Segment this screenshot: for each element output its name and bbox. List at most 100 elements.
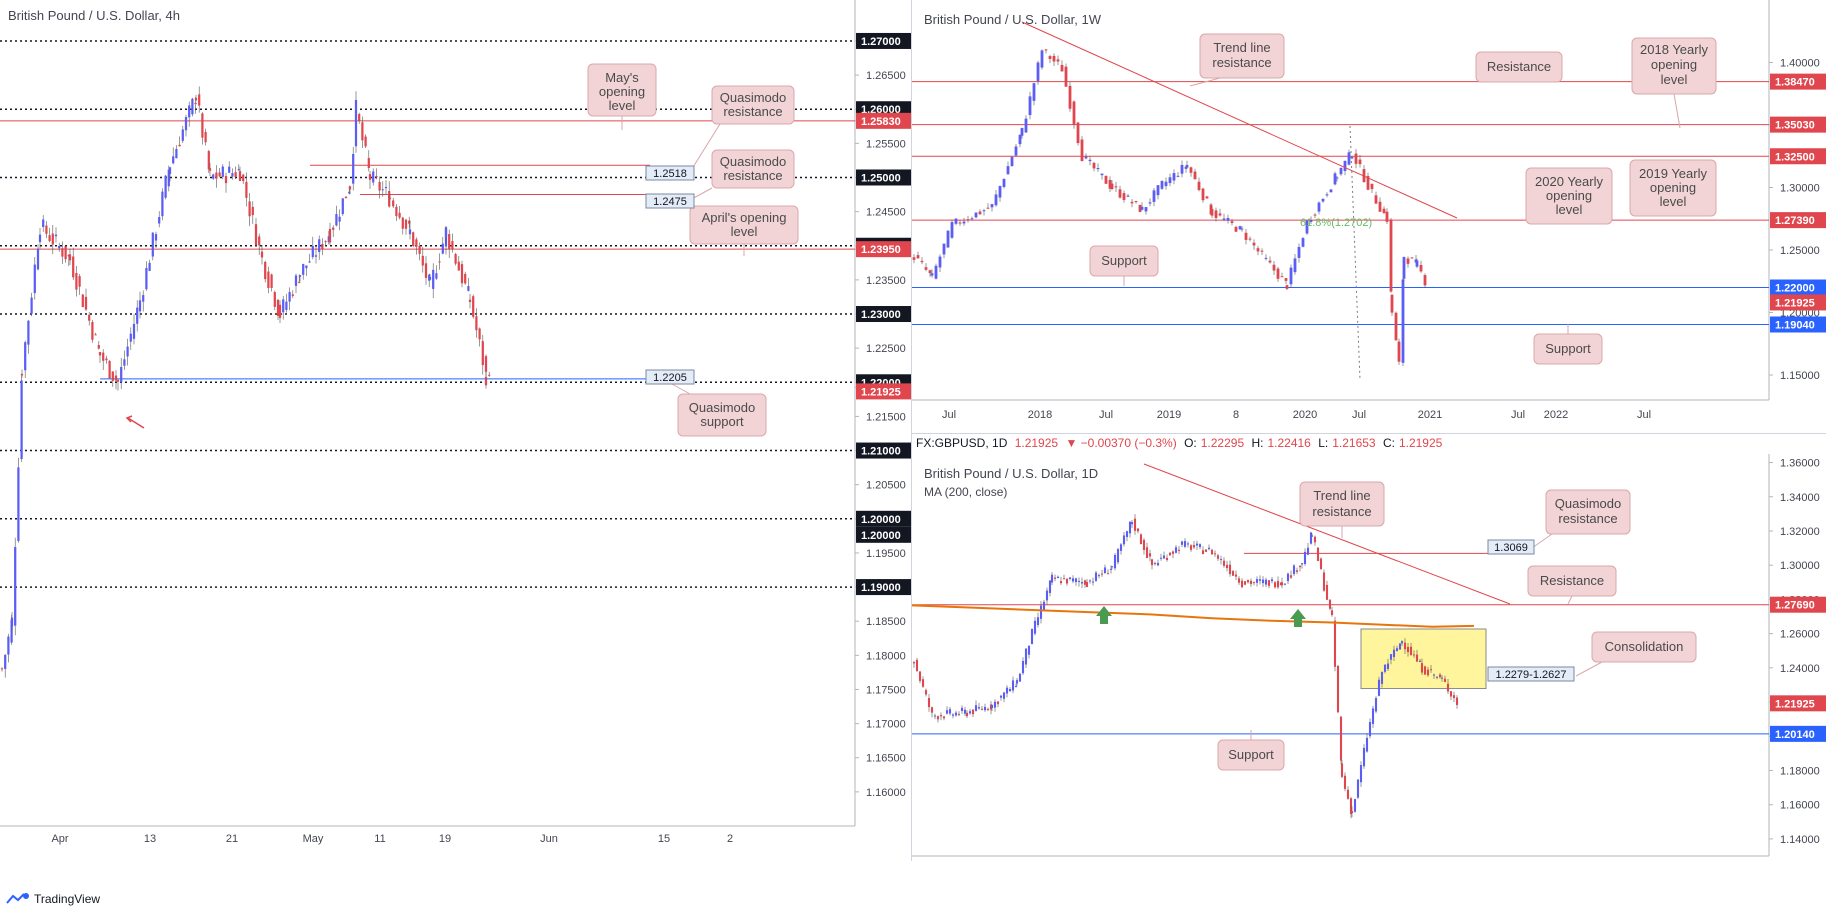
candle-body [982,210,986,212]
candle-body [181,129,184,141]
level-tag-1.2205: 1.2205 [645,369,695,385]
candle-body [1432,674,1436,676]
time-tick-label: 2 [727,833,733,845]
candle-body [1443,678,1447,682]
candle-body [404,219,408,229]
footer-brand[interactable]: TradingView [6,892,100,906]
candle-body [1145,547,1149,559]
candle-body [1256,248,1260,252]
candle-body [1088,159,1092,162]
svg-text:level: level [731,224,758,239]
svg-text:1.19040: 1.19040 [1775,320,1815,332]
candle-body [1418,660,1422,662]
candle-body [1024,648,1028,665]
candle-body [1268,260,1272,263]
chart-panel-1d[interactable]: 1.360001.340001.320001.300001.280001.260… [911,454,1826,877]
time-tick-label: Jul [1099,409,1113,421]
candle-body [1168,177,1172,184]
last-price: 1.21925 [1014,436,1059,450]
svg-text:Quasimodo: Quasimodo [689,400,755,415]
candle-body [916,255,920,259]
candle-body [172,156,175,164]
candle-body [1284,278,1288,281]
svg-text:Quasimodo: Quasimodo [720,90,786,105]
svg-text:Trend line: Trend line [1313,488,1370,503]
candle-body [1189,167,1193,173]
candle-body [324,241,327,243]
price-axis-label: 1.20000 [856,526,912,543]
candle-body [996,701,1000,705]
chart-panel-4h[interactable]: 1.270001.265001.260001.258301.255001.250… [0,0,912,861]
annotation-trendline-resistance-1w: Trend line resistance [1189,33,1285,87]
candle-body [108,360,111,379]
candle-body [10,617,14,627]
candle-body [375,175,378,178]
time-tick-label: 13 [144,833,156,845]
price-axis-label: 1.25830 [856,112,912,129]
svg-text:1.2205: 1.2205 [653,372,687,384]
candle-body [415,239,418,247]
chart-1w-svg[interactable]: 61.8%(1.2702) 1.400001.350001.300001.250… [912,0,1826,433]
time-tick-label: 2022 [1544,409,1568,421]
candle-body [1330,610,1334,616]
candle-body [1406,646,1410,653]
price-tick-label: 1.26500 [866,70,906,82]
candle-body [364,136,367,147]
svg-text:1.35030: 1.35030 [1775,120,1815,132]
candle-body [965,712,969,717]
candle-body [1159,557,1163,559]
symbol-name[interactable]: FX:GBPUSD, 1D [916,436,1008,450]
candle-body [1094,572,1098,581]
candle-body [1358,159,1362,165]
chart-4h-svg[interactable]: 1.270001.265001.260001.258301.255001.250… [0,0,912,861]
candle-body [1080,139,1084,162]
candle-body [1045,590,1049,601]
candle-body [1148,202,1152,204]
candle-body [1103,567,1107,574]
candle-body [1150,559,1154,566]
price-tick-label: 1.34000 [1780,492,1820,504]
candle-body [1370,183,1374,190]
candle-body [1385,211,1389,222]
candle-body [42,219,45,228]
candle-body [341,198,344,215]
candle-body [1018,134,1022,145]
candle-body [267,271,270,288]
chart-panel-1w[interactable]: 61.8%(1.2702) 1.400001.350001.300001.250… [912,0,1826,433]
candle-body [1238,226,1242,230]
candle-body [1325,584,1329,600]
svg-text:opening: opening [1546,188,1592,203]
candle-body [33,264,36,294]
time-tick-label: 15 [658,833,670,845]
candle-body [204,131,207,143]
candle-body [1322,572,1326,591]
svg-text:1.20140: 1.20140 [1775,729,1815,741]
candle-body [1455,697,1459,705]
up-arrow-icon [1290,609,1306,627]
candle-body [1301,238,1305,247]
candle-body [164,175,167,198]
svg-text:1.27390: 1.27390 [1775,215,1815,227]
candle-body [1148,553,1152,557]
candle-body [1255,579,1259,583]
candle-body [1398,643,1402,650]
candle-body [158,217,161,224]
candle-body [1410,257,1414,259]
candle-body [1356,779,1360,798]
candle-body [1336,665,1340,713]
candle-body [352,153,355,184]
candle-body [102,352,105,361]
candle-body [384,186,388,189]
annotation-quasimodo-resistance-2: Quasimodo resistance [689,149,795,201]
candle-body [242,174,245,182]
annotation-quasimodo-support: Quasimodo support [671,383,767,437]
candle-body [1180,164,1184,174]
candle-body [1106,573,1110,575]
chart-1d-svg[interactable]: 1.360001.340001.320001.300001.280001.260… [911,454,1826,877]
candle-body [308,261,311,263]
candle-body [1183,541,1187,547]
candle-body [1014,146,1018,156]
svg-text:1.27690: 1.27690 [1775,600,1815,612]
candle-body [1210,549,1214,555]
candle-body [1289,267,1293,285]
